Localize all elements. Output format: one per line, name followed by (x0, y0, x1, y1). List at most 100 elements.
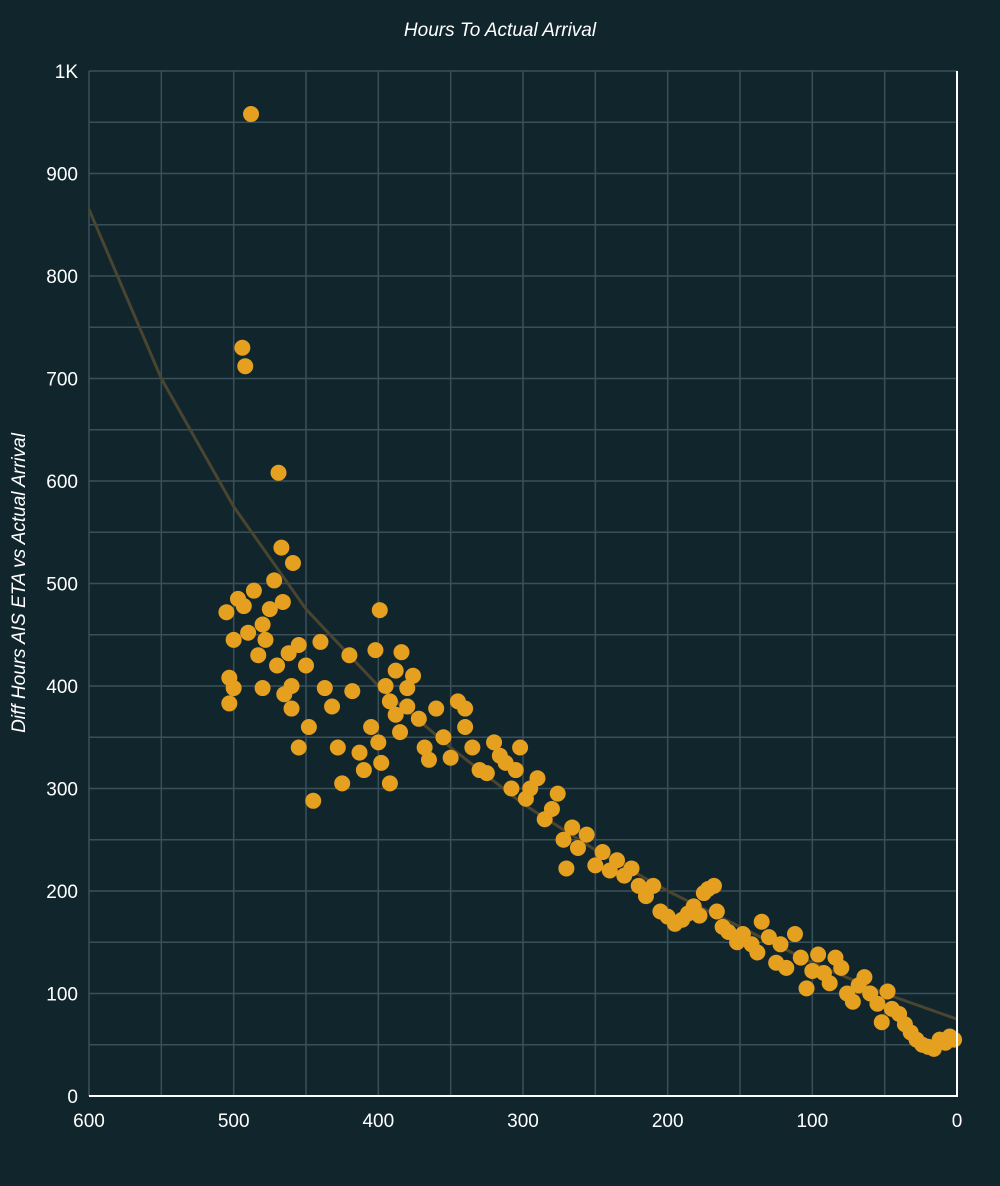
data-point (786, 926, 803, 943)
data-point (691, 907, 708, 924)
data-point (564, 819, 581, 836)
data-point (276, 686, 293, 703)
data-point (237, 358, 254, 375)
y-tick-label: 100 (46, 985, 78, 1006)
data-point (587, 857, 604, 874)
data-point (428, 700, 445, 717)
data-point (240, 624, 257, 641)
data-point (442, 749, 459, 766)
data-point (778, 959, 795, 976)
data-point (290, 637, 307, 653)
x-tick-label: 600 (73, 1111, 105, 1132)
data-point (298, 657, 314, 674)
grid-lines (88, 70, 958, 1097)
data-point (543, 801, 560, 817)
data-point (254, 680, 271, 697)
y-tick-label: 0 (67, 1087, 78, 1108)
data-point (578, 826, 595, 843)
data-point (856, 969, 873, 986)
x-tick-label: 200 (652, 1111, 684, 1132)
data-point (329, 739, 346, 756)
y-tick-label: 800 (46, 267, 78, 288)
data-point (549, 785, 566, 802)
data-point (399, 698, 416, 715)
data-point (457, 700, 474, 717)
data-point (269, 657, 286, 674)
y-tick-label: 400 (46, 677, 78, 698)
data-point (393, 644, 410, 661)
data-point (334, 775, 351, 792)
data-point (250, 647, 267, 664)
data-point (507, 762, 524, 779)
data-point (312, 633, 329, 650)
data-point (344, 683, 361, 700)
data-point (300, 719, 317, 735)
data-point (760, 929, 777, 946)
x-tick-label: 400 (362, 1111, 394, 1132)
x-tick-label: 100 (796, 1111, 828, 1132)
data-point (503, 780, 520, 797)
data-point (254, 616, 271, 633)
x-tick-label: 0 (952, 1111, 963, 1132)
data-point (708, 903, 725, 920)
data-point (387, 662, 404, 679)
data-point (370, 734, 387, 751)
data-point (284, 555, 301, 571)
data-point (405, 667, 422, 684)
data-point (225, 680, 242, 697)
data-point (351, 744, 368, 761)
data-point (392, 724, 409, 741)
y-axis-ticks: 0 100 200 300 400 500 600 700 800 900 1K (46, 62, 78, 1108)
data-point (529, 770, 546, 787)
data-point (821, 975, 838, 992)
y-tick-label: 600 (46, 472, 78, 493)
data-point (273, 539, 290, 556)
data-point (290, 739, 307, 756)
data-point (416, 739, 433, 756)
data-point (381, 775, 398, 792)
data-point (435, 729, 452, 746)
y-tick-label: 700 (46, 370, 78, 391)
data-point (377, 678, 394, 694)
data-point (873, 1014, 890, 1031)
data-point (420, 751, 437, 768)
data-point (798, 980, 815, 997)
data-point (373, 754, 390, 771)
data-point (257, 631, 274, 648)
data-point (270, 464, 287, 481)
data-point (844, 993, 861, 1010)
data-point (753, 913, 770, 930)
data-point (387, 706, 404, 723)
data-point (316, 680, 333, 697)
y-tick-label: 200 (46, 882, 78, 903)
data-point (235, 598, 252, 615)
data-point (324, 698, 341, 715)
y-tick-label: 1K (55, 62, 79, 83)
data-point (946, 1031, 963, 1048)
x-tick-label: 300 (507, 1111, 539, 1132)
y-tick-label: 500 (46, 575, 78, 596)
y-tick-label: 900 (46, 165, 78, 186)
data-point (341, 647, 358, 664)
data-point (274, 593, 291, 610)
data-point (486, 734, 503, 751)
data-point (833, 959, 850, 976)
data-point (363, 719, 380, 735)
data-point (381, 693, 398, 710)
data-point (305, 792, 322, 809)
axes (89, 71, 958, 1097)
data-point (218, 604, 235, 621)
data-point (772, 936, 789, 953)
data-point (609, 852, 626, 869)
data-point (555, 831, 572, 848)
data-point (810, 946, 827, 963)
data-points (218, 106, 963, 1057)
x-axis-ticks: 600 500 400 300 200 100 0 (73, 1111, 962, 1132)
data-point (225, 631, 242, 648)
data-point (512, 739, 529, 756)
x-tick-label: 500 (218, 1111, 250, 1132)
data-point (283, 700, 300, 717)
data-point (645, 877, 662, 894)
data-point (705, 877, 722, 894)
